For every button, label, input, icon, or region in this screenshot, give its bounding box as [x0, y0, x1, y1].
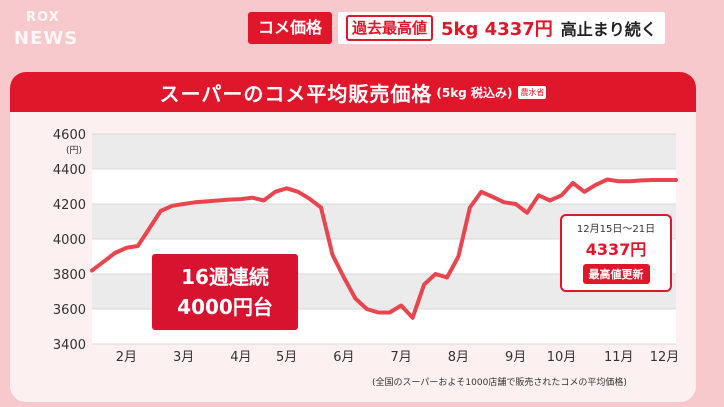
data-point	[525, 211, 529, 215]
data-point	[422, 283, 426, 286]
y-tick-label: 3400	[53, 338, 86, 353]
headline: 過去最高値 5kg 4337円 高止まり続く	[338, 12, 665, 44]
streak-line2: 4000円台	[177, 295, 273, 319]
callout-record: 最高値更新	[582, 264, 650, 284]
x-tick-label: 6月	[333, 350, 354, 365]
data-point	[388, 311, 392, 314]
data-point	[479, 190, 483, 194]
headline-box: 過去最高値	[346, 15, 434, 41]
data-point	[239, 197, 243, 201]
data-point	[296, 190, 300, 194]
data-point	[502, 200, 506, 204]
y-tick-label: 4200	[53, 198, 86, 213]
callout-dates: 12月15日〜21日	[576, 224, 656, 235]
y-tick-label: 4000	[53, 233, 86, 248]
data-point	[250, 196, 254, 200]
data-point	[136, 244, 140, 248]
data-point	[582, 190, 586, 194]
logo-line1: ROX	[26, 10, 60, 25]
data-point	[216, 199, 220, 202]
data-point	[617, 179, 621, 183]
data-point	[434, 272, 438, 276]
data-point	[468, 206, 472, 209]
data-point	[399, 304, 403, 307]
data-point	[182, 202, 186, 206]
data-point	[330, 253, 334, 257]
data-point	[342, 276, 346, 279]
data-point	[285, 186, 289, 190]
data-point	[159, 209, 163, 213]
data-point	[365, 307, 369, 311]
streak-line1: 16週連続	[181, 265, 269, 289]
data-point	[193, 200, 197, 204]
data-point	[90, 269, 94, 272]
source-note: (全国のスーパーおよそ1000店舗で販売されたコメの平均価格)	[372, 378, 627, 388]
x-tick-label: 10月	[547, 350, 577, 365]
data-point	[376, 311, 380, 314]
y-tick-label: 4400	[53, 163, 86, 178]
data-point	[411, 316, 415, 320]
chart-title-bar: スーパーのコメ平均販売価格 (5kg 税込み) 農水省	[10, 72, 696, 112]
y-unit-label: (円)	[66, 145, 82, 156]
data-point	[559, 193, 563, 197]
data-point	[537, 193, 541, 197]
data-point	[205, 199, 209, 203]
x-tick-label: 4月	[230, 350, 251, 365]
data-point	[571, 181, 575, 185]
data-point	[147, 227, 151, 230]
data-point	[674, 178, 678, 182]
chart-title-note: (5kg 税込み)	[436, 85, 513, 100]
data-point	[113, 251, 117, 255]
data-point	[170, 204, 174, 208]
streak-box: 16週連続 4000円台	[152, 254, 298, 330]
chart-title: スーパーのコメ平均販売価格	[159, 81, 433, 106]
data-point	[548, 199, 552, 202]
data-point	[605, 178, 609, 181]
x-tick-label: 5月	[276, 350, 297, 365]
x-tick-label: 9月	[505, 350, 526, 365]
callout-value: 4337円	[585, 240, 647, 259]
news-logo: ROX NEWS	[8, 6, 88, 60]
data-point	[273, 190, 277, 194]
price-series-line	[90, 177, 678, 320]
data-point	[319, 206, 323, 209]
data-point	[594, 183, 598, 187]
data-point	[353, 297, 357, 300]
data-point	[640, 178, 644, 182]
data-point	[651, 178, 655, 182]
data-point	[445, 276, 449, 279]
data-point	[124, 246, 128, 250]
source-badge: 農水省	[518, 85, 547, 99]
data-point	[101, 260, 105, 264]
data-point	[663, 178, 667, 182]
headline-bar: コメ価格 過去最高値 5kg 4337円 高止まり続く	[248, 10, 718, 46]
x-tick-label: 3月	[173, 350, 194, 365]
x-tick-label: 7月	[391, 350, 412, 365]
y-tick-label: 3600	[53, 303, 86, 318]
data-point	[456, 255, 460, 258]
data-point	[628, 179, 632, 183]
data-point	[491, 195, 495, 199]
x-tick-label: 11月	[604, 350, 634, 365]
logo-line2: NEWS	[14, 28, 79, 49]
grid-band	[92, 134, 676, 169]
x-tick-label: 12月	[650, 350, 680, 365]
topic-tag: コメ価格	[248, 12, 333, 44]
data-point	[227, 198, 231, 202]
y-tick-label: 4600	[53, 128, 86, 143]
data-point	[308, 197, 312, 201]
record-callout: 12月15日〜21日 4337円 最高値更新	[560, 214, 672, 292]
y-tick-label: 3800	[53, 268, 86, 283]
headline-value: 5kg 4337円	[441, 19, 553, 40]
data-point	[262, 199, 266, 202]
x-tick-label: 8月	[448, 350, 469, 365]
x-tick-label: 2月	[116, 350, 137, 365]
headline-tail: 高止まり続く	[560, 20, 657, 39]
data-point	[514, 202, 518, 206]
